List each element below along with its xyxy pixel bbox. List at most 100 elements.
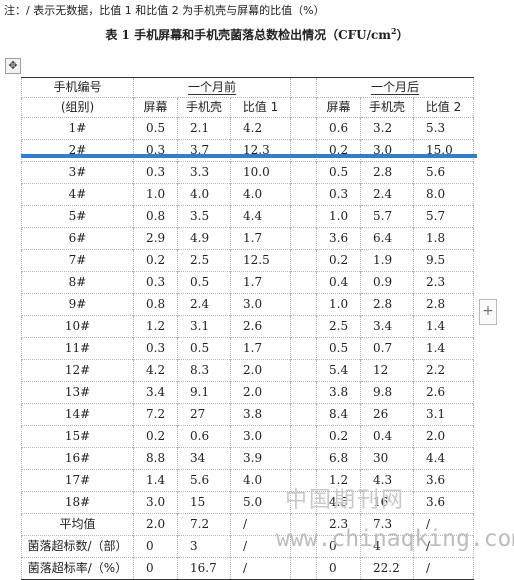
cell-a_screen: 3.6 [316,227,361,250]
cell-b_screen: 0.8 [133,205,178,228]
cell-b_case: 15 [177,491,231,514]
cell-b_ratio: 3.0 [230,425,291,448]
cell-a_case: 0.4 [360,425,414,448]
row-id: 12# [21,359,134,382]
col-header-case-after: 手机壳 [360,97,414,118]
summary-a_case: 4 [360,535,414,558]
caption-superscript: 2 [391,26,397,36]
move-handle-icon[interactable]: ✥ [5,58,21,74]
table-footnote: 注：/ 表示无数据，比值 1 和比值 2 为手机壳与屏幕的比值（%） [4,4,325,17]
plus-icon[interactable]: + [479,299,497,325]
cell-b_screen: 0.2 [133,249,178,272]
table-row: 13# 3.4 9.1 2.0 3.8 9.8 2.6 [21,381,474,404]
summary-b_screen: 0 [133,535,178,558]
cell-b_screen: 1.2 [133,315,178,338]
cell-b_ratio: 3.9 [230,447,291,470]
summary-row: 菌落超标率/（%） 0 16.7/0 22.2/ [21,557,474,580]
cell-b_ratio: 3.8 [230,403,291,426]
cell-b_ratio: 1.7 [230,271,291,294]
cell-b_ratio: 4.4 [230,205,291,228]
cell-b_ratio: 12.5 [230,249,291,272]
cell-a_screen: 0.4 [316,271,361,294]
cell-b_screen: 7.2 [133,403,178,426]
cell-b_screen: 1.4 [133,469,178,492]
cell-b_ratio: 2.0 [230,359,291,382]
col-header-ratio1: 比值 1 [230,97,291,118]
cell-b_case: 5.6 [177,469,231,492]
caption-close: ） [396,28,409,42]
row-id: 14# [21,403,134,426]
summary-b_screen: 0 [133,557,178,580]
cell-a_case: 30 [360,447,414,470]
cell-a_case: 12 [360,359,414,382]
summary-b_case: 16.7 [177,557,231,580]
cell-a_case: 2.8 [360,161,414,184]
cell-a_ratio: 2.0 [413,425,474,448]
summary-label: 菌落超标数/（部） [21,535,134,558]
cell-a_case: 5.7 [360,205,414,228]
row-id: 9# [21,293,134,316]
cell-b_ratio: 1.7 [230,337,291,360]
cell-a_ratio: 3.6 [413,469,474,492]
table-row: 15# 0.2 0.6 3.0 0.2 0.4 2.0 [21,425,474,448]
table-row: 9# 0.8 2.4 3.0 1.0 2.8 2.8 [21,293,474,316]
table-row: 1# 0.5 2.1 4.2 0.6 3.2 5.3 [21,117,474,140]
group-after-header: 一个月后 [316,77,474,98]
cell-b_ratio: 4.2 [230,117,291,140]
row-id: 1# [21,117,134,140]
cell-a_screen: 1.0 [316,205,361,228]
cell-b_screen: 0.3 [133,271,178,294]
cell-a_case: 16 [360,491,414,514]
cell-b_ratio: 12.3 [230,139,291,162]
row-id: 17# [21,469,134,492]
header-row-2: (组别) 屏幕 手机壳 比值 1 屏幕 手机壳 比值 2 [21,97,474,118]
cell-a_ratio: 2.3 [413,271,474,294]
cell-a_ratio: 1.4 [413,337,474,360]
table-row: 16# 8.8 34 3.9 6.8 30 4.4 [21,447,474,470]
summary-row: 平均值 2.0 7.2/2.3 7.3/ [21,513,474,536]
table-row: 4# 1.0 4.0 4.0 0.3 2.4 8.0 [21,183,474,206]
table-caption: 表 1 手机屏幕和手机壳菌落总数检出情况（CFU/cm2） [0,24,514,43]
table-row: 5# 0.8 3.5 4.4 1.0 5.7 5.7 [21,205,474,228]
cell-a_screen: 0.2 [316,139,361,162]
cell-b_ratio: 4.0 [230,469,291,492]
cell-a_screen: 0.5 [316,337,361,360]
cell-a_case: 4.3 [360,469,414,492]
cell-a_screen: 0.5 [316,161,361,184]
cell-b_case: 3.5 [177,205,231,228]
cell-a_case: 3.4 [360,315,414,338]
summary-b_ratio: / [230,513,291,536]
summary-b_case: 7.2 [177,513,231,536]
col-header-case-before: 手机壳 [177,97,231,118]
cell-b_case: 0.6 [177,425,231,448]
cell-b_screen: 2.9 [133,227,178,250]
row-selection-bar[interactable] [21,154,477,158]
cell-b_ratio: 1.7 [230,227,291,250]
cell-a_ratio: 2.2 [413,359,474,382]
cell-b_case: 3.7 [177,139,231,162]
cell-a_case: 9.8 [360,381,414,404]
cell-b_ratio: 2.0 [230,381,291,404]
row-id: 6# [21,227,134,250]
row-id: 5# [21,205,134,228]
cell-a_case: 2.4 [360,183,414,206]
caption-text: 表 1 手机屏幕和手机壳菌落总数检出情况（CFU/cm [105,28,392,42]
table-row: 2# 0.3 3.7 12.3 0.2 3.0 15.0 [21,139,474,162]
cell-a_screen: 5.4 [316,359,361,382]
cell-a_screen: 6.8 [316,447,361,470]
cell-a_ratio: 4.4 [413,447,474,470]
cell-a_case: 26 [360,403,414,426]
row-id: 18# [21,491,134,514]
table-row: 8# 0.3 0.5 1.7 0.4 0.9 2.3 [21,271,474,294]
cell-a_case: 1.9 [360,249,414,272]
cell-a_case: 2.8 [360,293,414,316]
summary-a_screen: 2.3 [316,513,361,536]
cell-b_case: 9.1 [177,381,231,404]
row-id: 11# [21,337,134,360]
table-row: 11# 0.3 0.5 1.7 0.5 0.7 1.4 [21,337,474,360]
table-row: 17# 1.4 5.6 4.0 1.2 4.3 3.6 [21,469,474,492]
cell-a_ratio: 3.6 [413,491,474,514]
summary-a_screen: 0 [316,557,361,580]
row-id: 8# [21,271,134,294]
row-id: 2# [21,139,134,162]
